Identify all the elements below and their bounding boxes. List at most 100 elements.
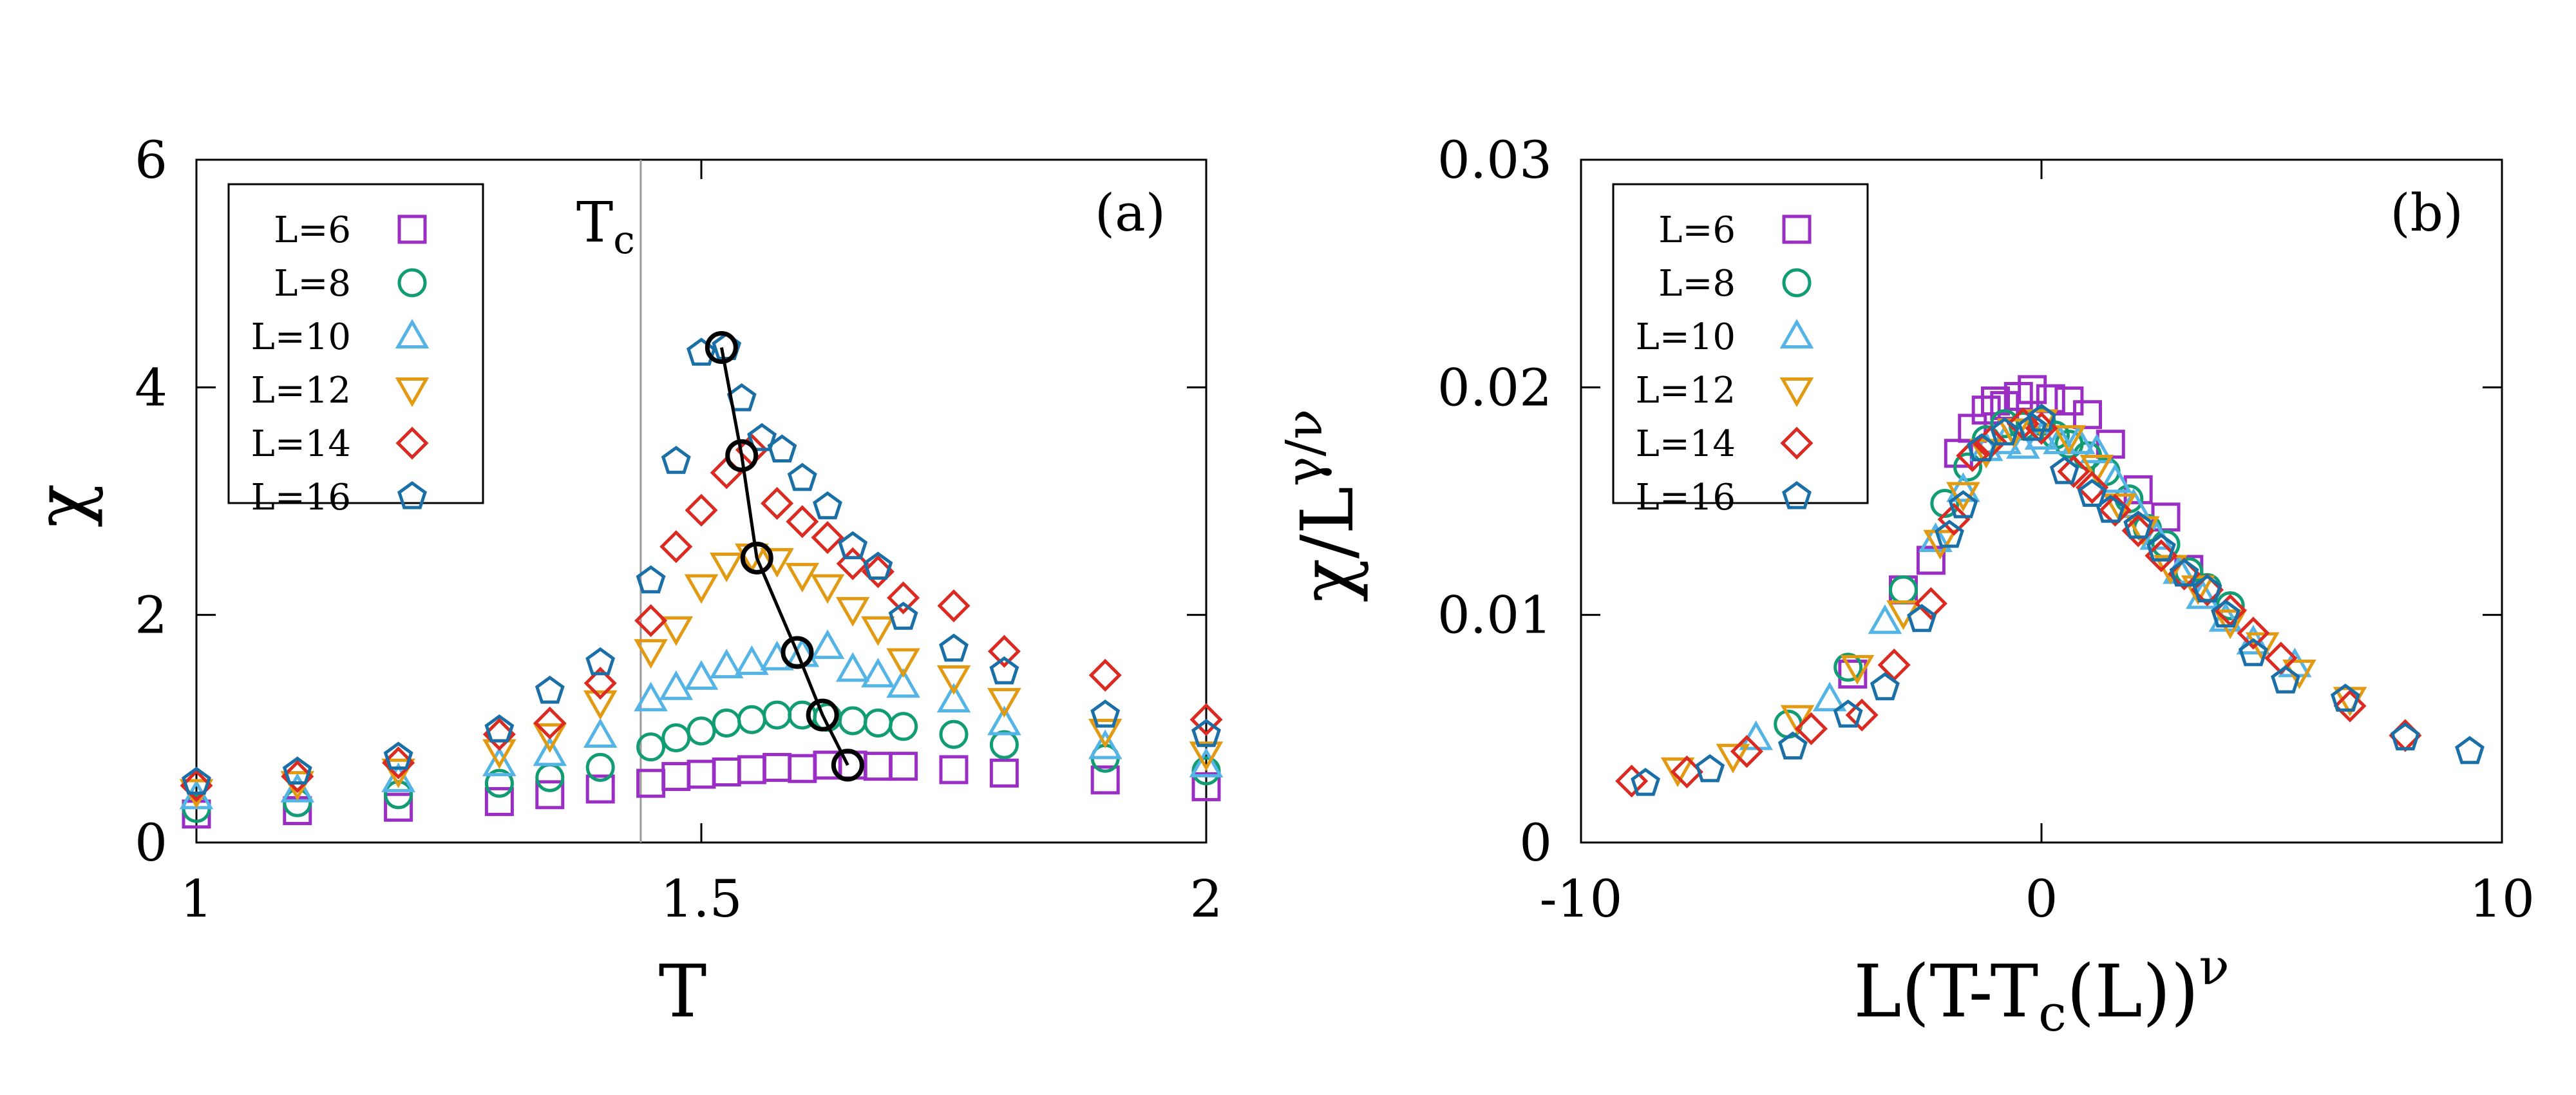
data-point — [1935, 519, 1964, 548]
series-l8 — [182, 700, 1221, 823]
panel-a-legend: L=6 L=8 L=10 L=12 L=14 L=16 — [227, 183, 484, 519]
data-point — [2061, 424, 2096, 455]
data-point — [636, 768, 666, 798]
data-point — [1956, 439, 1989, 472]
legend-label: L=14 — [251, 423, 351, 465]
data-point — [1189, 747, 1224, 777]
peak-point — [705, 331, 738, 364]
data-point — [685, 493, 718, 527]
data-point — [737, 705, 766, 734]
data-point — [634, 681, 668, 712]
y-tick-label: 4 — [135, 357, 167, 417]
data-point — [535, 763, 565, 792]
legend-label: L=10 — [251, 316, 351, 358]
data-point — [1660, 757, 1695, 787]
legend-label: L=10 — [1636, 316, 1736, 358]
x-tick-label: 1.5 — [660, 869, 742, 929]
data-point — [482, 718, 516, 751]
panel-b-xlabel-sub: c — [2038, 985, 2067, 1043]
data-point — [381, 762, 415, 792]
data-point — [2018, 375, 2047, 405]
data-point — [861, 616, 895, 646]
x-tick-label: 0 — [2025, 869, 2058, 929]
legend-marker — [1782, 481, 1812, 509]
data-point — [381, 758, 415, 788]
data-point — [684, 574, 719, 604]
data-point — [2052, 425, 2087, 455]
panel-b-ylabel: χ/Lγ/ν — [1276, 409, 1370, 602]
data-point — [2181, 575, 2215, 605]
data-point — [659, 670, 694, 700]
x-tick-label: 10 — [2469, 869, 2535, 929]
data-point — [280, 772, 315, 803]
data-point — [1088, 718, 1122, 748]
data-point — [1615, 765, 1649, 798]
data-point — [585, 774, 615, 804]
data-point — [1946, 472, 1980, 502]
data-point — [2121, 514, 2155, 548]
data-point — [863, 709, 893, 738]
data-point — [712, 709, 741, 738]
legend-label: L=12 — [1636, 370, 1736, 412]
data-point — [384, 792, 413, 822]
data-point — [180, 769, 213, 803]
data-point — [282, 756, 312, 785]
legend-marker — [1782, 214, 1812, 244]
data-point — [786, 505, 819, 538]
data-point — [661, 762, 691, 792]
data-point — [1088, 658, 1122, 692]
data-point — [989, 656, 1019, 685]
y-tick-label: 0.01 — [1437, 586, 1552, 645]
data-point — [838, 531, 868, 560]
legend-marker — [395, 318, 430, 348]
data-point — [939, 755, 969, 785]
tc-annotation-subscript: c — [613, 218, 635, 263]
panel-a-ylabel: χ — [21, 484, 104, 528]
data-point — [886, 648, 920, 678]
data-point — [737, 755, 766, 785]
y-tick-label: 0.02 — [1437, 357, 1552, 417]
data-point — [1191, 772, 1221, 801]
data-point — [482, 747, 516, 777]
legend-label: L=16 — [1636, 477, 1736, 519]
data-point — [1937, 502, 1971, 536]
data-point — [861, 658, 895, 688]
data-point — [1631, 768, 1661, 796]
data-point — [2073, 400, 2102, 430]
data-point — [863, 551, 893, 580]
data-point — [887, 581, 920, 614]
peak-point — [725, 439, 759, 472]
data-point — [1088, 729, 1122, 759]
series-l10 — [179, 629, 1224, 810]
data-point — [585, 647, 616, 676]
data-point — [1907, 604, 1937, 633]
data-point — [2333, 689, 2367, 723]
data-point — [684, 660, 719, 690]
data-point — [1838, 660, 1868, 689]
data-point — [583, 718, 618, 748]
data-point — [1916, 546, 1946, 575]
data-point — [2077, 479, 2107, 507]
legend-marker — [1779, 377, 1814, 408]
legend-label: L=6 — [1658, 209, 1736, 251]
legend-marker — [1780, 426, 1814, 460]
data-point — [735, 645, 769, 675]
data-point — [634, 639, 668, 669]
data-point — [2169, 558, 2199, 587]
data-point — [2057, 455, 2090, 488]
data-point — [1833, 652, 1863, 682]
data-point — [1845, 698, 1879, 732]
data-point — [1971, 395, 2001, 425]
data-point — [182, 766, 211, 795]
data-point — [747, 423, 777, 452]
data-point — [937, 589, 971, 623]
data-point — [2096, 495, 2126, 523]
data-point — [2211, 599, 2240, 628]
data-point — [886, 668, 920, 698]
data-point — [2330, 683, 2360, 712]
data-point — [661, 446, 691, 474]
data-point — [1189, 741, 1224, 772]
series-l16 — [1631, 403, 2485, 796]
